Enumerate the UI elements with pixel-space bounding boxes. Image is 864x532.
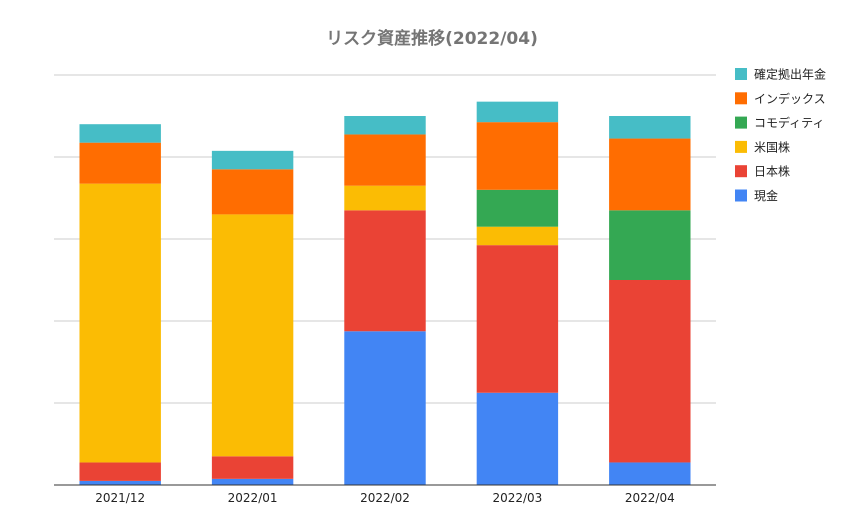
x-tick-label: 2021/12: [95, 491, 145, 505]
bar-segment: [79, 142, 161, 184]
x-axis: 2021/12 2022/01 2022/02 2022/03 2022/04: [54, 484, 716, 505]
bar-segment: [344, 134, 426, 186]
bar-segment: [476, 189, 559, 227]
bar-segment: [609, 280, 691, 463]
bar-segment: [344, 116, 426, 135]
legend-swatch: [735, 92, 747, 105]
bar-segment: [476, 392, 559, 485]
bar-segment: [476, 101, 559, 123]
legend-swatch: [735, 140, 747, 153]
legend-label: 現金: [754, 188, 778, 203]
legend-swatch: [735, 116, 747, 129]
legend-label: 米国株: [754, 139, 790, 154]
bar-segment: [344, 185, 426, 211]
bar-segment: [476, 226, 559, 246]
legend-swatch: [735, 189, 747, 202]
legend-swatch: [735, 165, 747, 178]
x-tick-label: 2022/04: [625, 491, 675, 505]
legend-label: インデックス: [754, 91, 826, 106]
bar-segment: [609, 210, 691, 280]
bar-segment: [344, 210, 426, 332]
bar-segment: [476, 245, 559, 393]
bar-segment: [211, 150, 294, 170]
bar-segment: [344, 331, 426, 485]
bar-segment: [609, 462, 691, 485]
bar-segment: [79, 183, 161, 463]
legend-label: 日本株: [754, 164, 790, 179]
bar-segment: [79, 124, 161, 143]
legend-label: 確定拠出年金: [754, 67, 826, 82]
legend-label: コモディティ: [754, 115, 824, 130]
bar-segment: [211, 169, 294, 215]
chart-title: リスク資産推移(2022/04): [326, 28, 538, 49]
bars: [79, 101, 691, 485]
bar-segment: [79, 480, 161, 485]
x-tick-label: 2022/02: [360, 491, 410, 505]
bar-segment: [609, 138, 691, 211]
x-tick-label: 2022/03: [492, 491, 542, 505]
bar-segment: [476, 122, 559, 190]
x-tick-label: 2022/01: [228, 491, 278, 505]
bar-segment: [211, 214, 294, 457]
bar-segment: [79, 462, 161, 481]
legend-swatch: [735, 68, 747, 80]
bar-segment: [609, 116, 691, 139]
bar-segment: [211, 478, 294, 485]
bar-segment: [211, 456, 294, 479]
